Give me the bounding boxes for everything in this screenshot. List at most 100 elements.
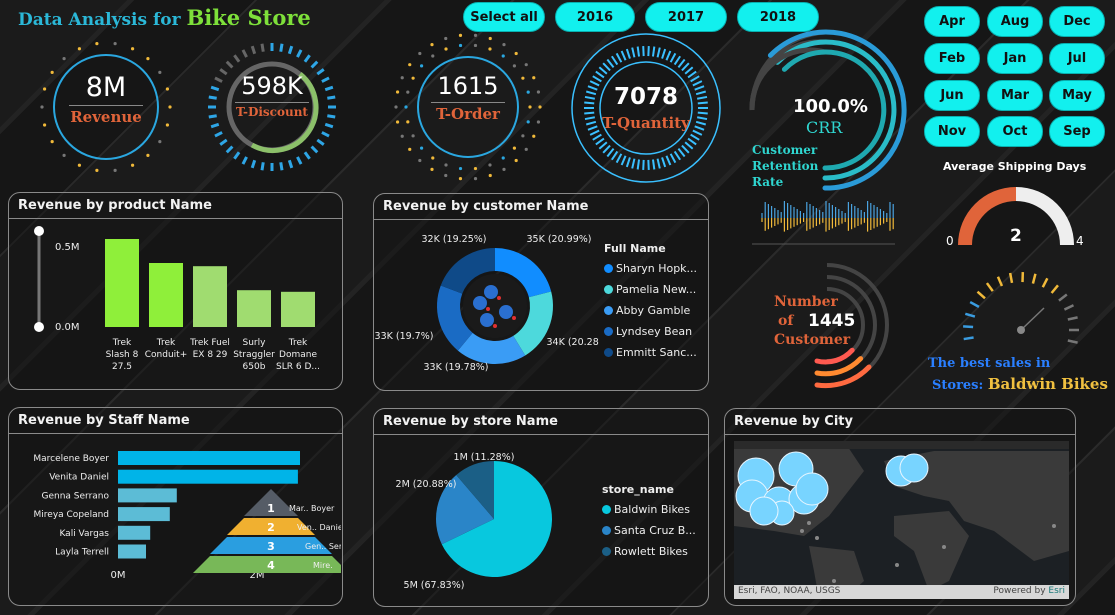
decor-dot <box>473 166 478 171</box>
legend-item[interactable]: Emmitt Sanc... <box>604 346 697 359</box>
decor-tick <box>656 158 661 169</box>
legend-dot <box>604 306 613 315</box>
discount-arc <box>250 72 319 153</box>
x-tick-label: 0M <box>111 570 126 581</box>
decor-tick <box>208 95 217 100</box>
month-filter-jan[interactable]: Jan <box>987 43 1043 74</box>
customer-donut-chart: 35K (20.99%) 34K (20.28%) 33K (19.78%) 33K … <box>375 234 612 373</box>
decor-tick <box>225 60 234 69</box>
legend-item[interactable]: Rowlett Bikes <box>602 545 696 558</box>
legend-item[interactable]: Lyndsey Bean <box>604 325 697 338</box>
person-node <box>499 305 513 319</box>
legend-label: Sharyn Hopk... <box>616 262 698 275</box>
decor-dot <box>418 158 422 163</box>
pyramid-rank: 3 <box>267 540 275 553</box>
month-filter-jul[interactable]: Jul <box>1049 43 1105 74</box>
month-filter-jun[interactable]: Jun <box>924 80 980 111</box>
legend-item[interactable]: Santa Cruz B... <box>602 524 696 537</box>
decor-dot <box>514 158 518 163</box>
decor-dot <box>95 168 99 172</box>
store-legend: store_name Baldwin Bikes Santa Cruz B... Ro… <box>602 483 696 566</box>
decor-tick <box>584 111 595 115</box>
month-filter-may[interactable]: May <box>1049 80 1105 111</box>
decor-tick <box>241 49 248 58</box>
legend-dot <box>602 526 611 535</box>
speedometer-tick <box>1063 304 1075 311</box>
speedometer-tick <box>963 325 974 329</box>
decor-tick <box>592 133 602 141</box>
month-filter-aug[interactable]: Aug <box>987 6 1043 37</box>
data-label: 34K (20.28%) <box>547 337 599 348</box>
month-filter-oct[interactable]: Oct <box>987 116 1043 147</box>
decor-dot <box>40 105 44 109</box>
powered-by-esri[interactable]: Powered by Esri <box>993 586 1065 596</box>
month-filter-sep[interactable]: Sep <box>1049 116 1105 147</box>
legend-label: Lyndsey Bean <box>616 325 693 338</box>
decor-tick <box>324 85 334 92</box>
x-tick-label: Trek <box>288 338 308 348</box>
decor-tick <box>656 47 661 58</box>
month-filter-nov[interactable]: Nov <box>924 116 980 147</box>
legend-item[interactable]: Abby Gamble <box>604 304 697 317</box>
decor-tick <box>625 157 631 168</box>
year-filter-select-all[interactable]: Select all <box>463 2 545 32</box>
speedometer-tick <box>1067 339 1078 344</box>
kpi-quantity: 7078 T-Quantity <box>596 84 696 132</box>
best-sales-line1: The best sales in <box>928 356 1051 371</box>
bar-0 <box>118 451 300 465</box>
decor-dot <box>158 140 162 144</box>
y-tick-label: Kali Vargas <box>59 529 109 539</box>
shipping-min: 0 <box>946 234 954 248</box>
month-filter-mar[interactable]: Mar <box>987 80 1043 111</box>
data-label: 1M (11.28%) <box>454 452 515 463</box>
decor-tick <box>620 155 627 166</box>
decor-dot <box>113 42 117 46</box>
kpi-discount: 598K T-Discount <box>232 72 312 119</box>
pyramid-level-1 <box>244 489 298 516</box>
panel-revenue-by-customer: Revenue by customer Name 35K (20.99%) 34K… <box>373 193 709 391</box>
speedometer-tick <box>1058 293 1068 302</box>
decor-tick <box>219 68 228 76</box>
month-filter-feb[interactable]: Feb <box>924 43 980 74</box>
year-filter-2018[interactable]: 2018 <box>737 2 819 32</box>
x-tick-label: Conduit+ <box>145 350 187 360</box>
kpi-value: 1615 <box>437 72 499 100</box>
city-map[interactable]: Esri, FAO, NOAA, USGS Powered by Esri <box>734 441 1069 599</box>
crr-value: 100.0% <box>793 96 868 117</box>
decor-tick <box>210 122 220 129</box>
panel-revenue-by-staff: Revenue by Staff Name Marcelene Boyer Ven… <box>8 407 349 606</box>
decor-dot <box>444 36 448 41</box>
decor-tick <box>584 116 596 121</box>
decor-dot <box>406 90 410 94</box>
decor-tick <box>684 66 694 75</box>
panel-title: Revenue by Staff Name <box>9 408 342 434</box>
legend-item[interactable]: Pamelia New... <box>604 283 697 296</box>
decor-dot <box>50 140 54 144</box>
decor-tick <box>681 144 690 154</box>
y-tick-label: Layla Terrell <box>55 548 109 558</box>
speedometer-tick <box>996 276 1004 287</box>
range-slider-handle-bottom <box>34 322 44 332</box>
slice-baldwin-bikes <box>441 461 552 577</box>
customer-arc <box>814 347 855 365</box>
crr-arc <box>774 39 897 181</box>
year-filter-2017[interactable]: 2017 <box>645 2 727 32</box>
month-filter-apr[interactable]: Apr <box>924 6 980 37</box>
decor-tick <box>225 145 234 154</box>
customer-count-value: 1445 <box>808 311 856 331</box>
decor-dot <box>419 146 424 150</box>
decor-tick <box>651 46 656 57</box>
legend-item[interactable]: Sharyn Hopk... <box>604 262 697 275</box>
decor-tick <box>595 70 605 79</box>
decor-tick <box>615 52 623 63</box>
decor-dot <box>488 47 492 51</box>
kpi-label: T-Quantity <box>602 114 690 132</box>
year-filter-2016[interactable]: 2016 <box>555 2 635 32</box>
decor-tick <box>602 144 611 154</box>
decor-tick <box>684 141 694 150</box>
dashboard-title: Data Analysis for Bike Store <box>18 5 311 30</box>
legend-item[interactable]: Baldwin Bikes <box>602 503 696 516</box>
decor-dot <box>395 90 400 94</box>
month-filter-dec[interactable]: Dec <box>1049 6 1105 37</box>
